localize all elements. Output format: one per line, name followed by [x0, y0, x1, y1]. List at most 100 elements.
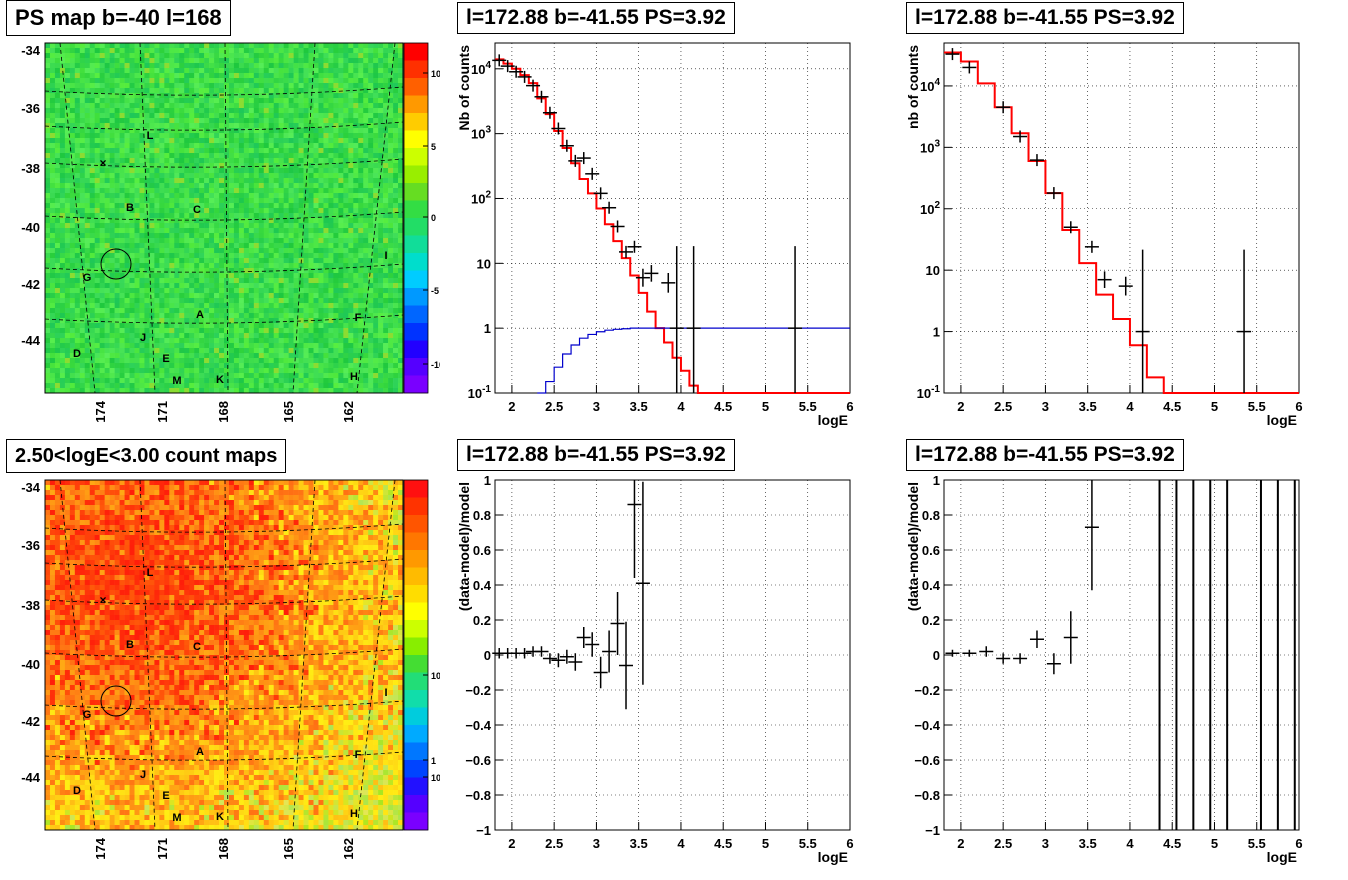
plot-frame: [495, 43, 850, 393]
y-axis-label: (data-model)/model: [905, 482, 921, 611]
heatmap-cells: [45, 43, 403, 393]
x-tick-label: 2: [957, 836, 964, 851]
colorbar-tick-label: -10: [431, 360, 440, 370]
map-y-tick-label: -38: [21, 598, 40, 613]
y-tick-label: 0.6: [922, 543, 940, 558]
cross-marker: ×: [99, 156, 106, 170]
y-tick-label: 0.4: [473, 578, 492, 593]
x-tick-label: 3: [1042, 836, 1049, 851]
map-y-tick-label: -34: [21, 480, 41, 495]
cross-marker: ×: [99, 593, 106, 607]
y-tick-label: −0.2: [465, 683, 491, 698]
x-tick-label: 2: [508, 836, 515, 851]
x-tick-label: 3.5: [1079, 836, 1097, 851]
map-x-tick-label: 171: [155, 838, 170, 860]
x-tick-label: 3: [593, 399, 600, 414]
x-tick-label: 2.5: [994, 399, 1012, 414]
map-x-tick-label: 168: [216, 401, 231, 423]
y-tick-label: −0.6: [465, 753, 491, 768]
x-tick-label: 4: [677, 836, 685, 851]
colorbar-tick-label: 1: [431, 756, 436, 766]
source-label: M: [172, 375, 181, 387]
x-tick-label: 3.5: [1079, 399, 1097, 414]
map-y-tick-label: -44: [21, 333, 41, 348]
x-tick-label: 3: [1042, 399, 1049, 414]
y-tick-label: 0.4: [922, 578, 941, 593]
x-tick-label: 2.5: [545, 836, 563, 851]
y-tick-label: −0.6: [914, 753, 940, 768]
plot-frame: [944, 480, 1299, 830]
map-y-tick-label: -44: [21, 770, 41, 785]
source-label: D: [73, 348, 81, 360]
y-tick-label: −0.4: [914, 718, 940, 733]
x-tick-label: 5: [1211, 836, 1218, 851]
y-tick-label: −1: [925, 823, 940, 838]
y-tick-label: 1: [484, 321, 491, 336]
x-tick-label: 4.5: [714, 399, 732, 414]
source-label: I: [384, 687, 387, 699]
x-tick-label: 2: [957, 399, 964, 414]
plot-frame: [495, 480, 850, 830]
source-label: H: [350, 808, 358, 820]
y-tick-label: −0.8: [914, 788, 940, 803]
source-label: C: [193, 641, 201, 653]
counts-spectrum-title: l=172.88 b=-41.55 PS=3.92: [457, 2, 735, 34]
x-tick-label: 5: [1211, 399, 1218, 414]
x-tick-label: 5.5: [1248, 399, 1266, 414]
colorbar-tick-label: 0: [431, 213, 436, 223]
source-label: K: [216, 811, 224, 823]
y-axis-label: nb of counts: [905, 45, 921, 129]
plot-frame: [944, 43, 1299, 393]
source-label: H: [350, 371, 358, 383]
map-y-tick-label: -42: [21, 714, 40, 729]
source-label: B: [126, 639, 134, 651]
y-tick-label: 1: [933, 325, 940, 340]
source-label: B: [126, 202, 134, 214]
x-tick-label: 5.5: [799, 399, 817, 414]
source-label: L: [147, 567, 154, 579]
count-map-title: 2.50<logE<3.00 count maps: [6, 439, 286, 473]
source-label: D: [73, 785, 81, 797]
y-tick-label: 10: [926, 263, 940, 278]
y-tick-label: 10-1: [917, 384, 941, 401]
x-axis-label: logE: [1267, 849, 1297, 865]
x-tick-label: 4.5: [714, 836, 732, 851]
x-tick-label: 3: [593, 836, 600, 851]
x-axis-label: logE: [818, 849, 848, 865]
colorbar-tick-label: 10-1: [431, 772, 440, 783]
y-tick-label: −1: [476, 823, 491, 838]
y-tick-label: 103: [471, 125, 491, 142]
map-y-tick-label: -42: [21, 277, 40, 292]
y-tick-label: 0.2: [922, 613, 940, 628]
source-label: J: [140, 332, 146, 344]
source-label: L: [147, 130, 154, 142]
x-tick-label: 5.5: [799, 836, 817, 851]
y-tick-label: 0.2: [473, 613, 491, 628]
source-label: G: [83, 709, 92, 721]
colorbar-tick-label: 10: [431, 671, 440, 681]
source-label: M: [172, 812, 181, 824]
x-axis-label: logE: [1267, 412, 1297, 428]
colorbar: [404, 43, 428, 393]
x-tick-label: 4: [677, 399, 685, 414]
residual-title: l=172.88 b=-41.55 PS=3.92: [457, 439, 735, 471]
y-tick-label: 0: [484, 648, 491, 663]
map-y-tick-label: -38: [21, 161, 40, 176]
y-tick-label: 0.8: [473, 508, 491, 523]
x-tick-label: 3.5: [630, 399, 648, 414]
map-x-tick-label: 162: [341, 401, 356, 423]
y-tick-label: 0.6: [473, 543, 491, 558]
x-tick-label: 4: [1126, 836, 1134, 851]
y-axis-label: (data-model)/model: [456, 482, 472, 611]
source-label: F: [355, 312, 362, 324]
source-label: C: [193, 204, 201, 216]
x-tick-label: 5: [762, 399, 769, 414]
